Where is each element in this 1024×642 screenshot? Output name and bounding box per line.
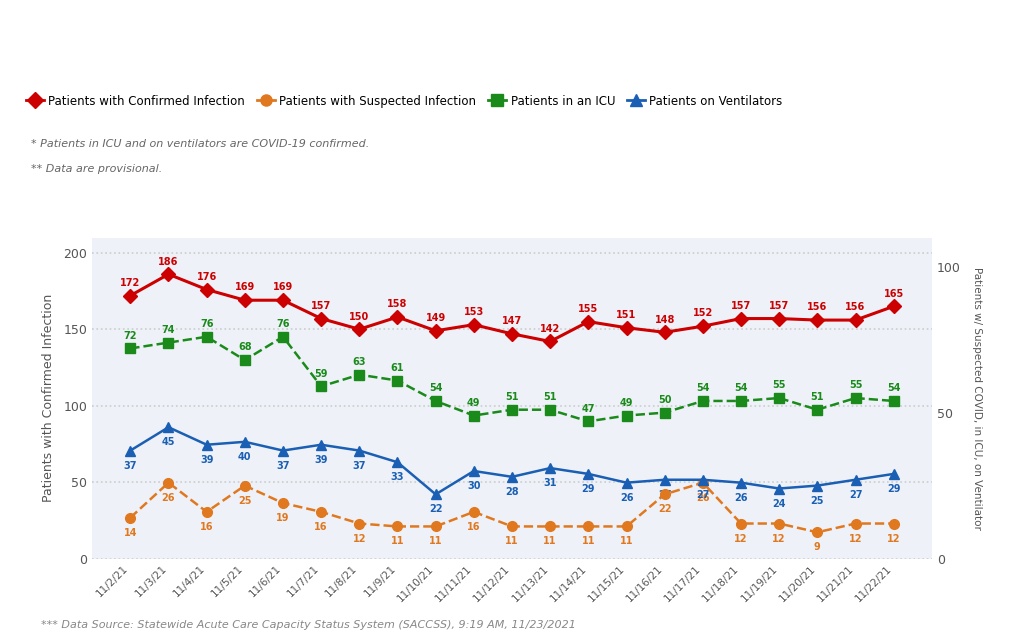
Text: 152: 152 [692, 308, 713, 318]
Text: 11: 11 [620, 537, 633, 546]
Text: 47: 47 [582, 404, 595, 413]
Text: 176: 176 [197, 272, 217, 282]
Text: 12: 12 [352, 534, 367, 544]
Text: 37: 37 [276, 460, 290, 471]
Text: 26: 26 [696, 492, 710, 503]
Text: 142: 142 [540, 324, 560, 334]
Text: 11: 11 [544, 537, 557, 546]
Text: 59: 59 [314, 369, 328, 379]
Text: 29: 29 [582, 484, 595, 494]
Text: 76: 76 [200, 319, 213, 329]
Text: *** Data Source: Statewide Acute Care Capacity Status System (SACCSS), 9:19 AM, : *** Data Source: Statewide Acute Care Ca… [41, 620, 575, 630]
Text: 27: 27 [696, 490, 710, 500]
Text: 68: 68 [238, 342, 252, 352]
Text: 28: 28 [505, 487, 519, 497]
Text: * Patients in ICU and on ventilators are COVID-19 confirmed.: * Patients in ICU and on ventilators are… [31, 139, 370, 149]
Text: 169: 169 [272, 282, 293, 293]
Text: 24: 24 [772, 499, 786, 508]
Text: 63: 63 [352, 357, 367, 367]
Legend: Patients with Confirmed Infection, Patients with Suspected Infection, Patients i: Patients with Confirmed Infection, Patie… [22, 90, 787, 112]
Text: 26: 26 [734, 492, 748, 503]
Text: ** Data are provisional.: ** Data are provisional. [31, 164, 163, 174]
Text: 74: 74 [162, 325, 175, 335]
Text: 186: 186 [159, 257, 178, 266]
Text: 72: 72 [124, 331, 137, 341]
Text: 30: 30 [467, 481, 480, 491]
Text: 11: 11 [391, 537, 404, 546]
Text: 172: 172 [120, 278, 140, 288]
Text: 76: 76 [276, 319, 290, 329]
Text: 25: 25 [811, 496, 824, 506]
Text: 158: 158 [387, 299, 408, 309]
Text: 54: 54 [696, 383, 710, 394]
Text: 148: 148 [654, 315, 675, 325]
Text: 50: 50 [657, 395, 672, 405]
Text: 27: 27 [849, 490, 862, 500]
Text: 33: 33 [391, 473, 404, 482]
Text: 11: 11 [505, 537, 519, 546]
Text: 26: 26 [620, 492, 633, 503]
Text: 22: 22 [429, 505, 442, 514]
Text: 165: 165 [884, 289, 904, 299]
Text: 37: 37 [124, 460, 137, 471]
Text: 11: 11 [582, 537, 595, 546]
Text: 45: 45 [162, 437, 175, 447]
Text: 49: 49 [467, 398, 480, 408]
Text: 12: 12 [772, 534, 786, 544]
Text: 9: 9 [814, 542, 820, 552]
Text: 54: 54 [734, 383, 748, 394]
Text: 55: 55 [849, 380, 862, 390]
Text: 54: 54 [429, 383, 442, 394]
Text: 26: 26 [162, 492, 175, 503]
Text: 31: 31 [544, 478, 557, 488]
Text: 11: 11 [429, 537, 442, 546]
Text: 54: 54 [887, 383, 900, 394]
Text: 12: 12 [849, 534, 862, 544]
Text: 40: 40 [238, 452, 252, 462]
Text: 16: 16 [314, 522, 328, 532]
Text: 157: 157 [311, 301, 332, 311]
Text: 29: 29 [887, 484, 900, 494]
Text: 155: 155 [579, 304, 598, 314]
Text: 156: 156 [807, 302, 827, 313]
Text: 157: 157 [731, 301, 752, 311]
Text: 55: 55 [772, 380, 786, 390]
Text: 12: 12 [887, 534, 900, 544]
Text: 22: 22 [657, 505, 672, 514]
Text: 149: 149 [426, 313, 445, 323]
Text: 51: 51 [505, 392, 519, 402]
Text: 49: 49 [620, 398, 633, 408]
Y-axis label: Patients with Confirmed Infection: Patients with Confirmed Infection [42, 294, 55, 502]
Text: 39: 39 [200, 455, 213, 465]
Text: 19: 19 [276, 513, 290, 523]
Text: 25: 25 [238, 496, 252, 506]
Text: 16: 16 [200, 522, 213, 532]
Text: 51: 51 [544, 392, 557, 402]
Text: 37: 37 [352, 460, 367, 471]
Text: COVID-19 Hospitalizations Reported by MS Hospitals, 11/2/21-11/22/21 *,**,***: COVID-19 Hospitalizations Reported by MS… [126, 39, 898, 56]
Text: 39: 39 [314, 455, 328, 465]
Y-axis label: Patients w/ Suspected COVID, in ICU, on Ventilator: Patients w/ Suspected COVID, in ICU, on … [972, 266, 982, 530]
Text: 151: 151 [616, 310, 637, 320]
Text: 51: 51 [811, 392, 824, 402]
Text: 61: 61 [391, 363, 404, 373]
Text: 147: 147 [502, 316, 522, 326]
Text: 16: 16 [467, 522, 480, 532]
Text: 27: 27 [657, 490, 672, 500]
Text: 14: 14 [124, 528, 137, 538]
Text: 169: 169 [234, 282, 255, 293]
Text: 157: 157 [769, 301, 790, 311]
Text: 150: 150 [349, 311, 370, 322]
Text: 153: 153 [464, 307, 484, 317]
Text: 12: 12 [734, 534, 748, 544]
Text: 156: 156 [846, 302, 865, 313]
